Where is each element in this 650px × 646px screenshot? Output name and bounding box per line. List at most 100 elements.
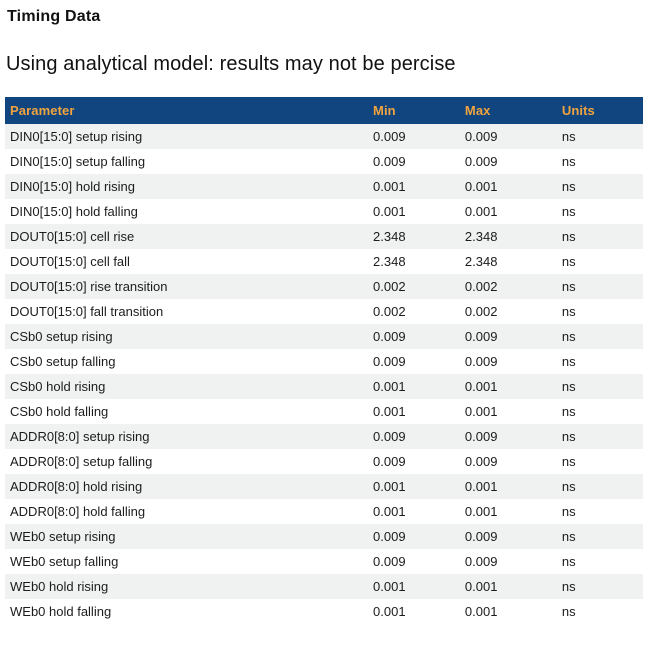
cell-parameter: DOUT0[15:0] fall transition [10,304,164,319]
cell-parameter: DOUT0[15:0] cell rise [10,229,135,244]
cell-min: 2.348 [373,229,406,244]
cell-units: ns [561,604,576,619]
table-row: DIN0[15:0] hold falling 0.001 0.001 ns [5,199,643,224]
cell-max: 2.348 [464,254,498,269]
cell-units: ns [561,454,576,469]
cell-max: 0.009 [464,329,498,344]
cell-parameter: ADDR0[8:0] setup rising [10,429,150,444]
cell-min: 0.002 [373,279,406,294]
table-row: DOUT0[15:0] rise transition 0.002 0.002 ns [5,274,643,299]
cell-units: ns [561,179,576,194]
cell-min: 0.009 [373,554,406,569]
cell-units: ns [561,304,576,319]
cell-min: 0.002 [373,304,406,319]
cell-min: 0.009 [373,129,406,144]
cell-parameter: CSb0 setup rising [10,329,113,344]
cell-parameter: DIN0[15:0] setup rising [10,129,143,144]
cell-max: 0.001 [464,579,498,594]
cell-parameter: WEb0 setup falling [10,554,119,569]
cell-parameter: ADDR0[8:0] setup falling [10,454,153,469]
table-row: WEb0 hold rising 0.001 0.001 ns [5,574,643,599]
table-row: ADDR0[8:0] hold falling 0.001 0.001 ns [5,499,643,524]
cell-max: 0.002 [464,304,498,319]
table-row: ADDR0[8:0] setup falling 0.009 0.009 ns [5,449,643,474]
cell-min: 0.001 [373,379,406,394]
cell-max: 0.009 [464,554,498,569]
cell-max: 0.001 [464,204,498,219]
cell-parameter: WEb0 hold falling [10,604,112,619]
cell-max: 0.001 [464,404,498,419]
cell-max: 0.009 [464,354,498,369]
column-header-units: Units [556,97,643,124]
cell-max: 0.001 [464,504,498,519]
table-row: DIN0[15:0] setup rising 0.009 0.009 ns [5,124,643,149]
column-header-min: Min [368,97,460,124]
cell-units: ns [561,329,576,344]
cell-parameter: WEb0 setup rising [10,529,116,544]
table-row: WEb0 setup rising 0.009 0.009 ns [5,524,643,549]
table-row: DIN0[15:0] setup falling 0.009 0.009 ns [5,149,643,174]
cell-max: 0.009 [464,529,498,544]
cell-units: ns [561,529,576,544]
table-row: DIN0[15:0] hold rising 0.001 0.001 ns [5,174,643,199]
page-title: Timing Data [7,8,101,25]
cell-units: ns [561,354,576,369]
cell-units: ns [561,504,576,519]
cell-min: 0.001 [373,204,406,219]
column-header-max: Max [459,97,557,124]
cell-min: 0.001 [373,479,406,494]
cell-max: 2.348 [464,229,498,244]
cell-min: 0.001 [373,579,406,594]
cell-units: ns [561,554,576,569]
cell-max: 0.001 [464,479,498,494]
table-row: CSb0 hold falling 0.001 0.001 ns [5,399,643,424]
cell-max: 0.001 [464,379,498,394]
cell-parameter: CSb0 hold rising [10,379,106,394]
page-subtitle: Using analytical model: results may not … [6,53,456,75]
table-row: WEb0 hold falling 0.001 0.001 ns [5,599,643,624]
cell-min: 0.009 [373,329,406,344]
cell-max: 0.002 [464,279,498,294]
cell-parameter: DOUT0[15:0] rise transition [10,279,168,294]
cell-units: ns [561,154,576,169]
cell-min: 0.001 [373,604,406,619]
cell-max: 0.009 [464,154,498,169]
cell-min: 0.009 [373,454,406,469]
cell-min: 0.009 [373,354,406,369]
cell-parameter: DOUT0[15:0] cell fall [10,254,130,269]
cell-units: ns [561,279,576,294]
table-row: ADDR0[8:0] setup rising 0.009 0.009 ns [5,424,643,449]
table-row: CSb0 setup rising 0.009 0.009 ns [5,324,643,349]
cell-units: ns [561,429,576,444]
cell-max: 0.009 [464,454,498,469]
cell-units: ns [561,379,576,394]
table-row: CSb0 setup falling 0.009 0.009 ns [5,349,643,374]
table-header-row: Parameter Min Max Units [5,97,643,124]
cell-min: 0.009 [373,154,406,169]
cell-min: 0.009 [373,429,406,444]
cell-units: ns [561,579,576,594]
cell-min: 0.001 [373,179,406,194]
table-body: DIN0[15:0] setup rising 0.009 0.009 ns DIN0[… [5,124,643,624]
cell-max: 0.001 [464,604,498,619]
cell-units: ns [561,129,576,144]
cell-min: 0.001 [373,504,406,519]
table-row: DOUT0[15:0] fall transition 0.002 0.002 ns [5,299,643,324]
cell-min: 0.009 [373,529,406,544]
table-row: WEb0 setup falling 0.009 0.009 ns [5,549,643,574]
table-row: DOUT0[15:0] cell fall 2.348 2.348 ns [5,249,643,274]
cell-max: 0.009 [464,129,498,144]
cell-units: ns [561,204,576,219]
table-row: CSb0 hold rising 0.001 0.001 ns [5,374,643,399]
cell-parameter: ADDR0[8:0] hold rising [10,479,143,494]
cell-parameter: WEb0 hold rising [10,579,109,594]
table-row: DOUT0[15:0] cell rise 2.348 2.348 ns [5,224,643,249]
cell-units: ns [561,254,576,269]
cell-parameter: DIN0[15:0] hold rising [10,179,136,194]
cell-parameter: ADDR0[8:0] hold falling [10,504,146,519]
table-row: ADDR0[8:0] hold rising 0.001 0.001 ns [5,474,643,499]
cell-parameter: CSb0 hold falling [10,404,109,419]
cell-parameter: DIN0[15:0] setup falling [10,154,146,169]
cell-units: ns [561,229,576,244]
